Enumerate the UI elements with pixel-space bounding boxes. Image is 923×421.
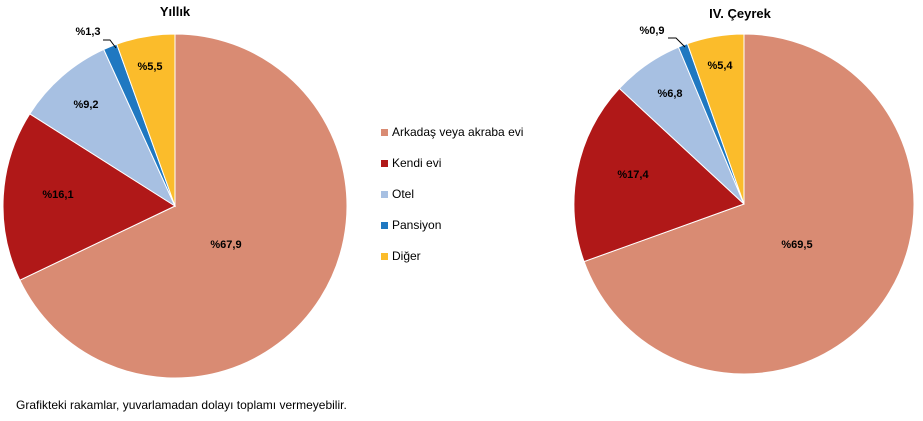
footnote: Grafikteki rakamlar, yuvarlamadan dolayı… — [16, 398, 347, 412]
legend-swatch — [381, 160, 388, 167]
legend-item-otel: Otel — [381, 187, 414, 201]
legend-swatch — [381, 222, 388, 229]
legend-label: Otel — [392, 187, 414, 201]
pie-chart-yillik: Yıllık %67,9 %16,1 %9,2 %1,3 %5,5 — [2, 4, 348, 379]
chart-title: IV. Çeyrek — [709, 6, 771, 21]
pie-slice-diger — [686, 33, 745, 205]
slice-label-kendi-evi: %16,1 — [42, 189, 73, 201]
legend-label: Arkadaş veya akraba evi — [392, 125, 523, 139]
legend-item-arkadas-veya-akraba-evi: Arkadaş veya akraba evi — [381, 125, 523, 139]
slice-label-pansiyon: %1,3 — [75, 26, 100, 38]
slice-label-otel: %9,2 — [73, 99, 98, 111]
legend-swatch — [381, 129, 388, 136]
leader-line — [668, 37, 686, 48]
legend-label: Diğer — [392, 249, 421, 263]
slice-label-kendi-evi: %17,4 — [617, 169, 649, 181]
legend-item-kendi-evi: Kendi evi — [381, 156, 441, 170]
legend: Arkadaş veya akraba evi Kendi evi Otel Pans… — [381, 125, 523, 263]
pie-slice-diger — [116, 33, 176, 207]
pie-slice-kendi-evi — [2, 113, 177, 281]
pie-slice-arkadas-veya-akraba-evi — [583, 33, 915, 375]
pie-slice-arkadas-veya-akraba-evi — [19, 33, 348, 379]
pie-slice-otel — [29, 48, 177, 208]
slice-label-diger: %5,5 — [137, 61, 162, 73]
legend-swatch — [381, 191, 388, 198]
legend-item-pansiyon: Pansiyon — [381, 218, 441, 232]
slice-label-diger: %5,4 — [707, 60, 733, 72]
slice-label-pansiyon: %0,9 — [639, 25, 664, 37]
chart-title: Yıllık — [160, 4, 191, 19]
pie-chart-iv-ceyrek: IV. Çeyrek %69,5 %17,4 %6,8 %0,9 %5,4 — [573, 6, 915, 375]
legend-swatch — [381, 253, 388, 260]
legend-item-diger: Diğer — [381, 249, 421, 263]
pie-slice-kendi-evi — [573, 87, 745, 263]
legend-label: Kendi evi — [392, 156, 441, 170]
legend-label: Pansiyon — [392, 218, 441, 232]
slice-label-arkadas-veya-akraba-evi: %67,9 — [210, 239, 241, 251]
leader-line — [103, 39, 117, 49]
slice-label-otel: %6,8 — [657, 88, 682, 100]
slice-label-arkadas-veya-akraba-evi: %69,5 — [781, 239, 812, 251]
